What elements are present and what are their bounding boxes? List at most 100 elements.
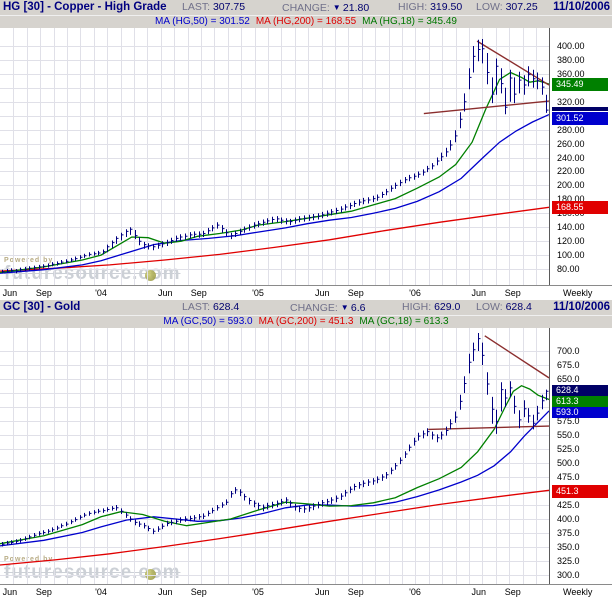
x-axis-tick-label: '06	[409, 587, 421, 597]
ohlc-bars	[2, 39, 549, 274]
y-axis-tick-label: 575.0	[557, 416, 580, 426]
gold-symbol-title: GC [30] - Gold	[3, 301, 81, 313]
x-axis-tick-label: Sep	[35, 587, 52, 597]
y-axis-tick-label: 360.00	[557, 69, 585, 79]
y-axis-tick-label: 425.0	[557, 500, 580, 510]
watermark-powered-by: Powered by	[4, 257, 54, 264]
x-axis-tick-label: Sep	[347, 587, 364, 597]
x-axis-tick-label: Jun	[2, 288, 18, 298]
watermark-logo-text: futuresource.com	[4, 562, 181, 583]
x-axis-tick-label: Jun	[471, 587, 486, 597]
grid-lines	[0, 328, 549, 584]
price-badge: 301.52	[552, 112, 608, 125]
x-axis-tick-label: Jun	[471, 288, 486, 298]
ma-line-ma200	[0, 206, 549, 272]
y-axis-tick-label: 400.00	[557, 41, 585, 51]
y-axis-tick-label: 200.00	[557, 180, 585, 190]
y-axis-tick-label: 325.0	[557, 556, 580, 566]
quote-field-last: LAST: 307.75	[182, 1, 246, 13]
y-axis-tick-label: 100.00	[557, 250, 585, 260]
copper-interval-label: Weekly	[563, 288, 593, 298]
price-badge: 628.4	[552, 385, 608, 396]
quote-field-low: LOW: 307.25	[476, 1, 538, 13]
y-axis-tick-label: 140.00	[557, 222, 585, 232]
gold-chart-canvas[interactable]: Powered by futuresource.com	[0, 328, 549, 584]
gold-header-bar: GC [30] - Gold 11/10/2006 LAST: 628.4 CHA…	[0, 300, 612, 316]
watermark-powered-by: Powered by	[4, 556, 54, 563]
y-axis-tick-label: 320.00	[557, 97, 585, 107]
y-axis-tick-label: 525.0	[557, 444, 580, 454]
ma-line-ma50	[0, 114, 549, 274]
ma-line-ma18	[0, 384, 549, 545]
price-chart-svg	[0, 28, 549, 285]
x-axis-tick-label: '05	[252, 587, 264, 597]
y-axis-tick-label: 675.0	[557, 360, 580, 370]
y-axis-tick-label: 400.0	[557, 514, 580, 524]
copper-chart-canvas[interactable]: Powered by futuresource.com	[0, 28, 549, 285]
watermark: Powered by futuresource.com	[4, 556, 180, 582]
copper-date: 11/10/2006	[553, 1, 610, 13]
gold-ma-legend: MA (GC,50) = 593.0 MA (GC,200) = 451.3 MA …	[0, 316, 612, 328]
ma-legend-item: MA (HG,200) = 168.55	[255, 16, 357, 27]
x-axis-tick-label: '06	[409, 288, 421, 298]
y-axis-tick-label: 80.00	[557, 264, 580, 274]
x-axis-tick-label: Sep	[190, 288, 207, 298]
x-axis-tick-label: Jun	[314, 587, 330, 597]
y-axis-tick-label: 260.00	[557, 139, 585, 149]
gold-date: 11/10/2006	[553, 301, 610, 313]
copper-time-axis: Weekly Jun Sep '04 Jun Sep '05 Jun Sep '06 Jun Sep	[0, 285, 612, 301]
globe-icon	[145, 569, 157, 580]
x-axis-tick-label: Sep	[347, 288, 364, 298]
x-axis-tick-label: '04	[95, 587, 107, 597]
ma-legend-item: MA (GC,200) = 451.3	[258, 316, 354, 327]
ma-line-ma200	[0, 489, 549, 566]
change-down-arrow-icon: ▼	[340, 303, 351, 312]
x-axis-tick-label: Sep	[504, 288, 521, 298]
x-axis-tick-label: '04	[95, 288, 107, 298]
ohlc-bars	[2, 333, 549, 547]
price-badge: 451.3	[552, 485, 608, 498]
y-axis-tick-label: 375.0	[557, 528, 580, 538]
y-axis-tick-label: 380.00	[557, 55, 585, 65]
gold-time-axis: Weekly Jun Sep '04 Jun Sep '05 Jun Sep '06 Jun Sep	[0, 584, 612, 602]
trendline	[423, 100, 549, 115]
x-axis-tick-label: Jun	[2, 587, 18, 597]
copper-plot-wrap: Powered by futuresource.com 400.00 380.00…	[0, 28, 612, 285]
y-axis-tick-label: 475.0	[557, 472, 580, 482]
y-axis-tick-label: 240.00	[557, 153, 585, 163]
y-axis-tick-label: 120.00	[557, 236, 585, 246]
globe-icon	[145, 270, 157, 281]
quote-field-high: HIGH: 319.50	[398, 1, 463, 13]
quote-field-high: HIGH: 629.0	[402, 301, 461, 313]
copper-symbol-title: HG [30] - Copper - High Grade	[3, 1, 167, 13]
y-axis-tick-label: 220.00	[557, 166, 585, 176]
gold-chart-section: GC [30] - Gold 11/10/2006 LAST: 628.4 CHA…	[0, 300, 612, 602]
x-axis-tick-label: Sep	[35, 288, 52, 298]
y-axis-tick-label: 700.0	[557, 346, 580, 356]
change-down-arrow-icon: ▼	[332, 3, 343, 12]
copper-chart-section: HG [30] - Copper - High Grade 11/10/2006…	[0, 0, 612, 301]
x-axis-tick-label: '05	[252, 288, 264, 298]
ma-legend-item: MA (HG,50) = 301.52	[155, 16, 250, 27]
price-badge: 593.0	[552, 407, 608, 418]
quote-field-change: CHANGE: ▼ 6.6	[290, 302, 366, 314]
quote-field-low: LOW: 628.4	[476, 301, 532, 313]
gold-interval-label: Weekly	[563, 587, 593, 597]
x-axis-tick-label: Jun	[157, 587, 173, 597]
price-badge	[552, 107, 608, 111]
gold-plot-wrap: Powered by futuresource.com 700.0 675.0 65…	[0, 328, 612, 584]
copper-price-axis: 400.00380.00360.00340.00320.00300.00280.…	[549, 28, 612, 285]
y-axis-tick-label: 350.0	[557, 542, 580, 552]
grid-lines	[0, 28, 549, 285]
x-axis-tick-label: Sep	[190, 587, 207, 597]
price-chart-svg	[0, 328, 549, 584]
x-axis-tick-label: Sep	[504, 587, 521, 597]
y-axis-tick-label: 650.0	[557, 374, 580, 384]
copper-ma-legend: MA (HG,50) = 301.52 MA (HG,200) = 168.55 M…	[0, 16, 612, 28]
gold-price-axis: 700.0675.0650.0625.0600.0575.0550.0525.0…	[549, 328, 612, 584]
y-axis-tick-label: 500.0	[557, 458, 580, 468]
price-badge: 168.55	[552, 201, 608, 214]
copper-header-bar: HG [30] - Copper - High Grade 11/10/2006…	[0, 0, 612, 16]
y-axis-tick-label: 550.0	[557, 430, 580, 440]
ma-legend-item: MA (GC,18) = 613.3	[359, 316, 449, 327]
